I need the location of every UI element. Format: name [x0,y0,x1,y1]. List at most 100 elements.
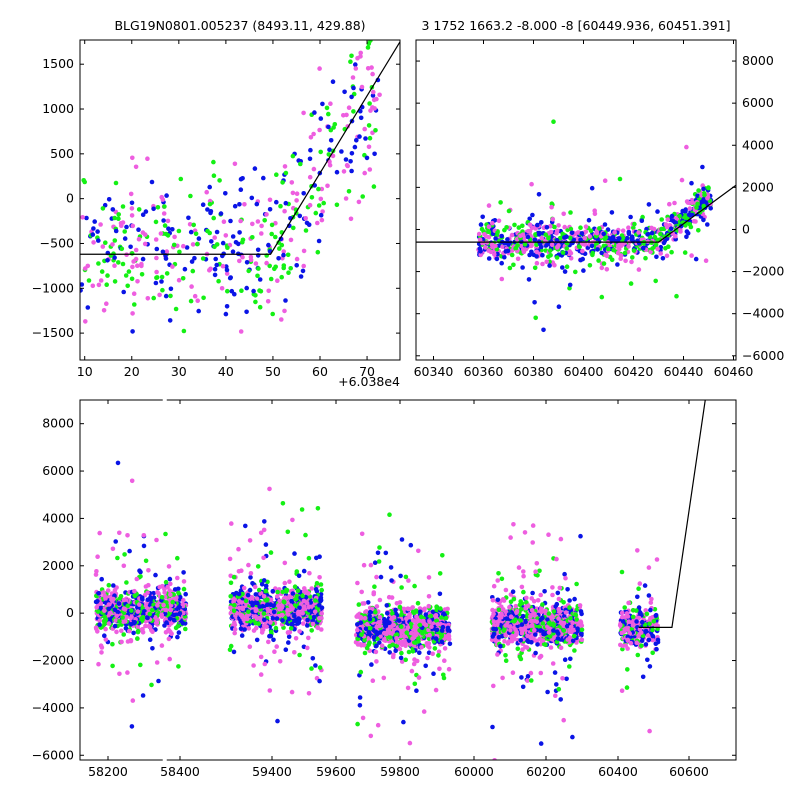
blue-point [564,623,570,629]
magenta-point [239,613,245,618]
green-point [346,189,352,194]
blue-point [567,598,572,603]
magenta-point [362,615,368,621]
green-point [119,246,125,252]
magenta-point [655,246,660,252]
blue-point [520,265,525,270]
green-point [554,255,560,260]
magenta-point [266,608,272,614]
magenta-point [268,620,273,625]
magenta-point [539,235,544,241]
blue-point [138,569,143,575]
blue-point [366,630,372,635]
magenta-point [274,644,280,649]
green-point [168,293,173,299]
green-point [228,580,234,586]
blue-point [599,250,604,256]
magenta-point [377,614,383,620]
blue-point [684,234,689,240]
magenta-point [577,603,583,608]
blue-point [518,638,523,643]
axes-frame [415,39,737,361]
y-tick-label: 0 [66,191,74,206]
green-point [399,650,404,656]
magenta-point [97,618,102,623]
blue-point [250,602,255,608]
magenta-point [319,627,324,632]
blue-point [311,614,317,620]
magenta-point [82,266,88,271]
green-point [278,203,283,209]
blue-point [192,255,197,261]
green-point [270,311,276,317]
blue-point [555,590,561,596]
blue-point [244,285,249,291]
magenta-point [496,218,502,224]
magenta-point [529,607,535,613]
magenta-point [491,583,497,589]
magenta-point [260,627,265,632]
blue-point [270,616,276,621]
blue-point [581,268,586,273]
green-point [117,619,122,624]
green-point [154,275,160,280]
blue-point [245,592,251,598]
blue-point [181,570,186,575]
blue-point [545,689,550,695]
magenta-point [549,242,555,247]
magenta-point [315,220,320,226]
green-point [659,217,664,222]
blue-point [145,597,151,602]
blue-point [298,274,304,279]
blue-point [127,548,132,554]
magenta-point [684,144,689,150]
blue-point [228,275,233,280]
magenta-point [121,563,127,569]
magenta-point [308,135,314,140]
magenta-point [549,204,554,210]
green-point [117,596,122,602]
green-point [367,626,373,631]
magenta-point [370,71,375,77]
blue-point [349,151,355,156]
green-point [300,593,305,599]
green-point [285,529,291,535]
green-point [96,261,101,266]
magenta-point [287,579,292,584]
magenta-point [133,164,139,170]
blue-point [183,591,188,597]
magenta-point [612,230,617,235]
green-point [205,228,210,234]
green-point [529,678,534,683]
magenta-point [594,230,600,236]
green-point [303,228,309,233]
blue-point [143,209,149,214]
blue-point [670,218,676,223]
green-point [132,593,138,599]
blue-point [562,235,567,240]
magenta-point [139,263,144,269]
y-tick-label: 8000 [742,53,774,68]
magenta-point [442,658,447,663]
green-point [240,591,245,597]
blue-point [290,591,296,596]
green-point [702,192,707,198]
magenta-point [435,622,441,627]
blue-point [85,305,91,310]
blue-point [689,180,694,186]
magenta-point [261,594,267,599]
blue-point [122,236,128,241]
green-point [358,669,364,675]
green-point [288,626,294,631]
green-point [551,609,557,614]
magenta-point [648,249,653,255]
magenta-point [495,578,501,583]
blue-point [645,232,650,237]
blue-point [253,600,259,606]
blue-point [260,603,266,609]
blue-point [236,591,242,597]
green-point [334,202,340,208]
blue-point [244,260,250,265]
green-point [82,179,87,185]
magenta-point [486,248,492,253]
